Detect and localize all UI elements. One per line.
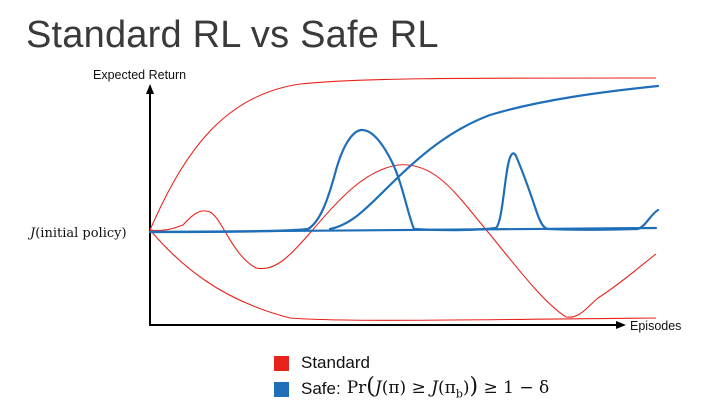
- safe-spike-1: [148, 128, 416, 234]
- legend-label-standard: Standard: [301, 353, 370, 372]
- y-axis-label: Expected Return: [93, 68, 186, 82]
- y-axis-arrow-icon: [146, 84, 154, 94]
- legend-label-safe: Safe:: [301, 379, 341, 398]
- baseline-text: (initial policy): [35, 226, 126, 241]
- x-axis-arrow-icon: [616, 321, 626, 329]
- standard-lower-envelope: [149, 229, 657, 321]
- standard-upper-envelope: [149, 77, 657, 231]
- legend-item-standard: Standard: [274, 350, 549, 376]
- standard-swatch: [274, 355, 289, 371]
- legend: Standard Safe: Pr(J(π) ≥ J(πb)) ≥ 1 − δ: [274, 350, 549, 402]
- legend-item-safe: Safe: Pr(J(π) ≥ J(πb)) ≥ 1 − δ: [274, 373, 550, 402]
- baseline-label: J(initial policy): [27, 226, 127, 241]
- safety-constraint-formula: Pr(J(π) ≥ J(πb)) ≥ 1 − δ: [346, 373, 550, 401]
- x-axis-label: Episodes: [630, 319, 681, 333]
- safe-swatch: [274, 381, 289, 397]
- baseline-symbol: J: [27, 226, 36, 241]
- safe-rising-curve: [328, 84, 660, 231]
- standard-learning-curve: [149, 164, 657, 318]
- safe-spike-2: [412, 152, 660, 232]
- slide-title: Standard RL vs Safe RL: [26, 14, 439, 56]
